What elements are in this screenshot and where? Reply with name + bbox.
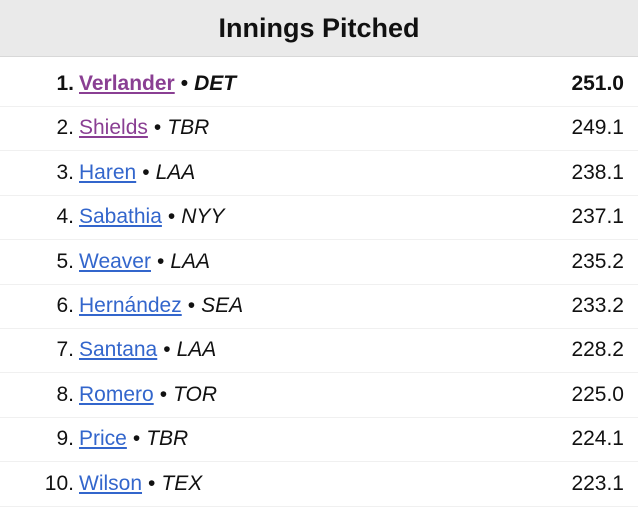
player-link[interactable]: Romero (79, 382, 154, 406)
row: 5. Weaver • LAA 235.2 (0, 240, 638, 285)
separator: • (153, 116, 162, 140)
value: 233.2 (571, 294, 624, 317)
row: 8. Romero • TOR 225.0 (0, 373, 638, 418)
rank: 8. (56, 382, 74, 406)
value: 251.0 (571, 72, 624, 95)
separator: • (148, 471, 156, 495)
player-link[interactable]: Price (79, 427, 127, 451)
rank: 1. (56, 72, 74, 95)
team: LAA (170, 249, 211, 273)
separator: • (142, 160, 150, 184)
separator: • (156, 249, 165, 273)
team: LAA (155, 160, 196, 184)
value: 235.2 (571, 249, 624, 273)
value: 224.1 (571, 427, 624, 451)
value: 237.1 (571, 205, 624, 229)
player-link[interactable]: Hernández (79, 294, 182, 317)
separator: • (187, 294, 196, 317)
team: TBR (167, 116, 210, 140)
row: 4. Sabathia • NYY 237.1 (0, 195, 638, 241)
row: 10. Wilson • TEX 223.1 (0, 462, 638, 507)
value: 238.1 (571, 160, 624, 184)
row: 6. Hernández • SEA 233.2 (0, 284, 638, 329)
team: LAA (176, 338, 217, 362)
team: DET (194, 72, 237, 95)
value: 228.2 (571, 338, 624, 362)
value: 225.0 (571, 382, 624, 406)
player-link[interactable]: Weaver (79, 249, 151, 273)
rank: 3. (56, 160, 74, 184)
separator: • (132, 427, 141, 451)
value: 249.1 (571, 116, 624, 140)
player-link[interactable]: Wilson (79, 471, 143, 495)
rank: 5. (56, 249, 74, 273)
team: NYY (181, 205, 225, 229)
team: TOR (173, 382, 218, 406)
team: TEX (161, 471, 203, 495)
player-link[interactable]: Haren (79, 160, 137, 184)
team: TBR (146, 427, 189, 451)
rank: 4. (56, 205, 74, 229)
separator: • (180, 72, 189, 95)
player-link[interactable]: Shields (79, 116, 148, 140)
player-link[interactable]: Verlander (79, 72, 175, 95)
rank: 7. (56, 338, 74, 362)
rank: 6. (56, 294, 74, 317)
row: 7. Santana • LAA 228.2 (0, 328, 638, 374)
player-link[interactable]: Sabathia (79, 205, 162, 229)
rank: 9. (56, 427, 74, 451)
team: SEA (201, 294, 244, 317)
row: 3. Haren • LAA 238.1 (0, 151, 638, 196)
row: 1. Verlander • DET 251.0 (0, 62, 638, 107)
player-link[interactable]: Santana (79, 338, 158, 362)
separator: • (159, 382, 168, 406)
separator: • (167, 205, 176, 229)
title: Innings Pitched (0, 0, 638, 57)
rank: 10. (44, 471, 74, 495)
separator: • (163, 338, 171, 362)
value: 223.1 (571, 471, 624, 495)
rank: 2. (56, 116, 74, 140)
row: 9. Price • TBR 224.1 (0, 417, 638, 463)
row: 2. Shields • TBR 249.1 (0, 106, 638, 152)
